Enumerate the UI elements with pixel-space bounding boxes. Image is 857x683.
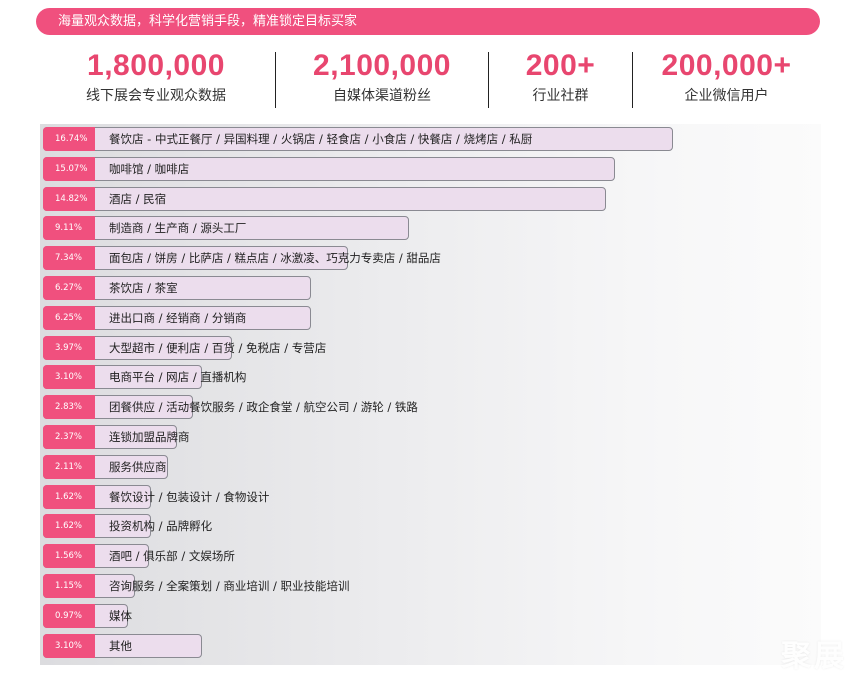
percent-label: 16.74% <box>43 127 95 151</box>
category-label: 进出口商 / 经销商 / 分销商 <box>109 310 247 325</box>
stat-value: 2,100,000 <box>313 49 451 82</box>
category-label: 餐饮设计 / 包装设计 / 食物设计 <box>109 489 270 504</box>
percent-label: 9.11% <box>43 216 95 241</box>
percent-label: 1.62% <box>43 514 95 539</box>
percent-label: 15.07% <box>43 156 95 181</box>
percent-label: 14.82% <box>43 186 95 211</box>
category-label: 酒吧 / 俱乐部 / 文娱场所 <box>109 549 235 564</box>
stat-value: 1,800,000 <box>87 49 225 82</box>
category-label: 连锁加盟品牌商 <box>109 430 190 444</box>
category-label: 面包店 / 饼房 / 比萨店 / 糕点店 / 冰激凌、巧克力专卖店 / 甜品店 <box>109 251 441 266</box>
stat-value: 200+ <box>525 49 596 82</box>
percent-label: 0.97% <box>43 603 95 628</box>
stat-divider <box>275 52 276 108</box>
percent-label: 7.34% <box>43 246 95 271</box>
percent-label: 3.10% <box>43 633 95 658</box>
category-label: 团餐供应 / 活动餐饮服务 / 政企食堂 / 航空公司 / 游轮 / 铁路 <box>109 400 418 415</box>
stat-divider <box>488 52 489 108</box>
stat-label: 行业社群 <box>532 88 589 104</box>
percent-label: 2.83% <box>43 395 95 420</box>
banner: 海量观众数据，科学化营销手段，精准锁定目标买家 <box>36 8 820 35</box>
stat-divider <box>632 52 633 108</box>
percent-label: 3.10% <box>43 365 95 390</box>
category-label: 咨询服务 / 全案策划 / 商业培训 / 职业技能培训 <box>109 579 350 593</box>
percent-label: 2.37% <box>43 425 95 449</box>
category-label: 咖啡馆 / 咖啡店 <box>109 161 190 176</box>
category-label: 茶饮店 / 茶室 <box>109 281 178 295</box>
percent-label: 2.11% <box>43 454 95 479</box>
percent-label: 3.97% <box>43 335 95 360</box>
stat-media-fans: 2,100,000 自媒体渠道粉丝 <box>276 46 488 114</box>
audience-breakdown-chart: 16.74% 餐饮店 - 中式正餐厅 / 异国料理 / 火锅店 / 轻食店 / 小… <box>40 124 821 665</box>
percent-label: 1.15% <box>43 574 95 598</box>
stats-row: 1,800,000 线下展会专业观众数据 2,100,000 自媒体渠道粉丝 2… <box>36 46 820 114</box>
category-label: 餐饮店 - 中式正餐厅 / 异国料理 / 火锅店 / 轻食店 / 小食店 / 快… <box>109 132 533 146</box>
percent-label: 1.62% <box>43 484 95 509</box>
percent-label: 6.25% <box>43 305 95 330</box>
category-label: 媒体 <box>109 608 132 623</box>
category-label: 制造商 / 生产商 / 源头工厂 <box>109 221 247 236</box>
percent-label: 6.27% <box>43 276 95 300</box>
bar <box>43 186 606 211</box>
bar <box>43 216 409 241</box>
stat-communities: 200+ 行业社群 <box>489 46 632 114</box>
watermark-logo: 聚展 <box>781 639 847 674</box>
percent-label: 1.56% <box>43 544 95 569</box>
stat-wecom-users: 200,000+ 企业微信用户 <box>633 46 820 114</box>
category-label: 大型超市 / 便利店 / 百货 / 免税店 / 专营店 <box>109 340 327 355</box>
stat-value: 200,000+ <box>661 49 792 82</box>
category-label: 酒店 / 民宿 <box>109 191 167 206</box>
category-label: 其他 <box>109 638 132 653</box>
category-label: 投资机构 / 品牌孵化 <box>109 519 213 534</box>
stat-label: 自媒体渠道粉丝 <box>333 88 431 104</box>
stat-offline-visitors: 1,800,000 线下展会专业观众数据 <box>36 46 276 114</box>
category-label: 电商平台 / 网店 / 直播机构 <box>109 370 247 385</box>
stat-label: 企业微信用户 <box>684 88 769 104</box>
category-label: 服务供应商 <box>109 459 167 474</box>
stat-label: 线下展会专业观众数据 <box>86 88 226 104</box>
bar <box>43 156 615 181</box>
